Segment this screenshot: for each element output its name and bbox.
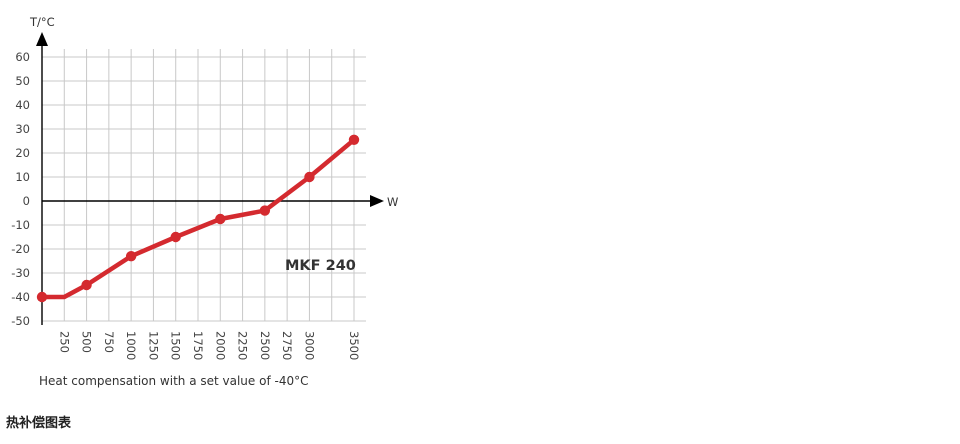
x-axis-arrow <box>370 195 384 207</box>
data-point <box>170 231 181 243</box>
y-tick-label: 40 <box>15 98 30 112</box>
data-point <box>259 205 271 216</box>
y-tick-label: -50 <box>11 314 30 328</box>
x-tick-label: 1500 <box>169 331 183 360</box>
x-axis-label: W <box>387 195 398 209</box>
data-point <box>36 291 48 303</box>
y-tick-label: -40 <box>11 290 30 304</box>
grid-lines <box>42 49 366 322</box>
data-point <box>81 279 92 291</box>
footer-title: 热补偿图表 <box>6 416 72 431</box>
x-tick-label: 500 <box>80 331 94 353</box>
y-tick-label: -20 <box>11 242 30 256</box>
data-point <box>348 134 360 145</box>
data-point <box>215 213 226 225</box>
y-axis-arrow <box>36 32 48 46</box>
x-tick-label: 2000 <box>213 331 227 360</box>
y-tick-label: 60 <box>15 50 30 64</box>
y-tick-label: -10 <box>11 218 30 232</box>
x-tick-label: 2250 <box>236 331 250 360</box>
x-tick-label: 1750 <box>191 331 205 360</box>
x-tick-label: 3000 <box>302 331 316 360</box>
y-tick-label: 0 <box>23 194 30 208</box>
y-tick-label: 10 <box>15 170 30 184</box>
x-tick-label: 1250 <box>146 331 160 360</box>
x-tick-label: 750 <box>102 331 116 353</box>
x-tick-label: 1000 <box>124 331 138 360</box>
y-tick-label: 30 <box>15 122 30 136</box>
data-point <box>304 171 315 183</box>
x-tick-labels: 250 500 750 1000 1250 1500 1750 2000 2250 2500 275… <box>57 331 361 360</box>
series-layer <box>36 134 360 303</box>
y-tick-label: 50 <box>15 74 30 88</box>
x-tick-label: 3500 <box>347 331 361 360</box>
x-tick-label: 250 <box>57 331 71 353</box>
y-tick-label: 20 <box>15 146 30 160</box>
y-tick-labels: 60 50 40 30 20 10 0 -10 -20 -30 -40 -50 <box>11 50 30 328</box>
data-point <box>125 251 137 262</box>
axes <box>36 32 384 325</box>
x-tick-label: 2750 <box>280 331 294 360</box>
model-annotation: MKF 240 <box>285 258 356 274</box>
x-tick-label: 2500 <box>258 331 272 360</box>
y-tick-label: -30 <box>11 266 30 280</box>
chart-caption: Heat compensation with a set value of -4… <box>39 374 309 388</box>
heat-compensation-chart: 60 50 40 30 20 10 0 -10 -20 -30 -40 -50 250 500 750 10… <box>11 15 398 360</box>
y-axis-label: T/°C <box>29 15 55 29</box>
